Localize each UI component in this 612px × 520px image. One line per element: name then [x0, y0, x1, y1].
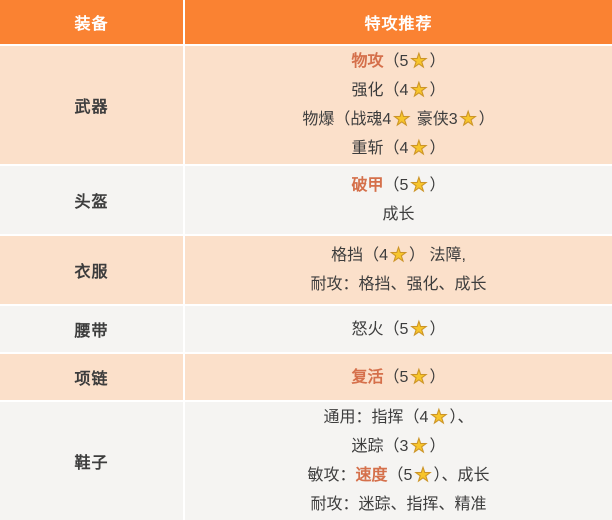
stat-text: （5 [387, 467, 413, 484]
recommendation-line: 耐攻：格挡、强化、成长 [310, 270, 486, 299]
highlighted-stat: 速度 [355, 467, 388, 484]
recommendation-line: 敏攻：速度（5 ★ ）、成长 [308, 461, 490, 490]
equipment-cell: 衣服 [0, 236, 183, 304]
stat-text: 物爆（战魂4 [302, 111, 392, 128]
equipment-cell: 项链 [0, 354, 183, 400]
table-row: 鞋子 通用：指挥（4 ★）、 迷踪（3 ★）敏攻：速度（5 ★ ）、成长 耐攻：迷踪、指挥、精… [0, 402, 612, 520]
star-icon: ★ [410, 318, 428, 340]
recommendation-cell: 复活（5 ★） [185, 354, 612, 400]
recommendation-line: 破甲（5 ★） [352, 171, 446, 200]
star-icon: ★ [430, 407, 448, 429]
stat-text: ） 法障, [409, 247, 466, 264]
stat-text: 成长 [382, 206, 415, 223]
star-icon: ★ [410, 138, 428, 160]
stat-text: ） [429, 438, 446, 455]
stat-text: 强化（4 [351, 82, 409, 99]
recommendation-line: 格挡（4 ★） 法障, [331, 241, 466, 270]
stat-text: 迷踪（3 [351, 438, 409, 455]
recommendation-line: 物爆（战魂4 ★ 豪侠3 ★） [302, 105, 494, 134]
recommendation-cell: 物攻（5 ★）强化（4 ★）物爆（战魂4 ★ 豪侠3 ★）重斩（4 ★） [185, 46, 612, 164]
star-icon: ★ [410, 51, 428, 73]
recommendation-cell: 破甲（5 ★） 成长 [185, 166, 612, 234]
star-icon: ★ [410, 436, 428, 458]
equipment-cell: 武器 [0, 46, 183, 164]
star-icon: ★ [414, 465, 432, 487]
star-icon: ★ [410, 175, 428, 197]
stat-text: ） [429, 320, 446, 338]
recommendation-cell: 格挡（4 ★） 法障, 耐攻：格挡、强化、成长 [185, 236, 612, 304]
table-row: 武器 物攻（5 ★）强化（4 ★）物爆（战魂4 ★ 豪侠3 ★）重斩（4 ★） [0, 46, 612, 164]
stat-text: 耐攻：迷踪、指挥、精准 [310, 496, 487, 513]
highlighted-stat: 破甲 [351, 177, 384, 194]
stat-text: ）、 [449, 409, 474, 426]
recommendation-cell: 通用：指挥（4 ★）、 迷踪（3 ★）敏攻：速度（5 ★ ）、成长 耐攻：迷踪、指挥、精准 [185, 402, 612, 520]
table-row: 头盔 破甲（5 ★） 成长 [0, 166, 612, 234]
recommendation-cell: 怒火（5 ★） [185, 306, 612, 352]
recommendation-line: 物攻（5 ★） [352, 47, 446, 76]
table-row: 腰带 怒火（5 ★） [0, 306, 612, 352]
star-icon: ★ [389, 245, 408, 267]
equipment-cell: 头盔 [0, 166, 183, 234]
recommendation-line: 怒火（5 ★） [352, 315, 446, 344]
equipment-cell: 腰带 [0, 306, 183, 352]
star-icon: ★ [410, 366, 428, 388]
equipment-cell: 鞋子 [0, 402, 183, 520]
stat-text: ） [429, 82, 446, 99]
table-row: 衣服 格挡（4 ★） 法障, 耐攻：格挡、强化、成长 [0, 236, 612, 304]
stat-text: （5 [383, 368, 409, 386]
stat-text: ） [429, 368, 446, 386]
recommendation-line: 迷踪（3 ★） [352, 432, 446, 461]
recommendation-line: 重斩（4 ★） [352, 134, 446, 163]
stat-text: 耐攻：格挡、强化、成长 [310, 276, 487, 293]
stat-text: 豪侠3 [412, 111, 458, 128]
stat-text: ）、成长 [433, 467, 490, 484]
stat-text: 格挡（4 [331, 247, 388, 264]
recommendation-line: 通用：指挥（4 ★）、 [324, 403, 474, 432]
stat-text: （5 [383, 177, 409, 194]
recommendation-line: 耐攻：迷踪、指挥、精准 [310, 490, 486, 519]
highlighted-stat: 物攻 [351, 53, 384, 70]
table-header-row: 装备 特攻推荐 [0, 0, 612, 44]
recommendation-line: 强化（4 ★） [352, 76, 446, 105]
star-icon: ★ [459, 109, 477, 131]
stat-text: 重斩（4 [351, 140, 409, 157]
header-equipment: 装备 [0, 0, 183, 44]
stat-text: 通用：指挥（4 [323, 409, 429, 426]
stat-text: 怒火（5 [351, 320, 409, 338]
stat-text: ） [429, 53, 446, 70]
star-icon: ★ [393, 109, 411, 131]
table-row: 项链 复活（5 ★） [0, 354, 612, 400]
highlighted-stat: 复活 [351, 368, 384, 386]
stat-text: ） [429, 140, 446, 157]
stat-text: 敏攻： [307, 467, 356, 484]
stat-text: ） [478, 111, 495, 128]
recommendation-line: 成长 [382, 200, 414, 229]
star-icon: ★ [410, 80, 428, 102]
stat-text: ） [429, 177, 446, 194]
stat-text: （5 [383, 53, 409, 70]
header-recommendation: 特攻推荐 [185, 0, 612, 44]
recommendation-line: 复活（5 ★） [352, 363, 446, 392]
